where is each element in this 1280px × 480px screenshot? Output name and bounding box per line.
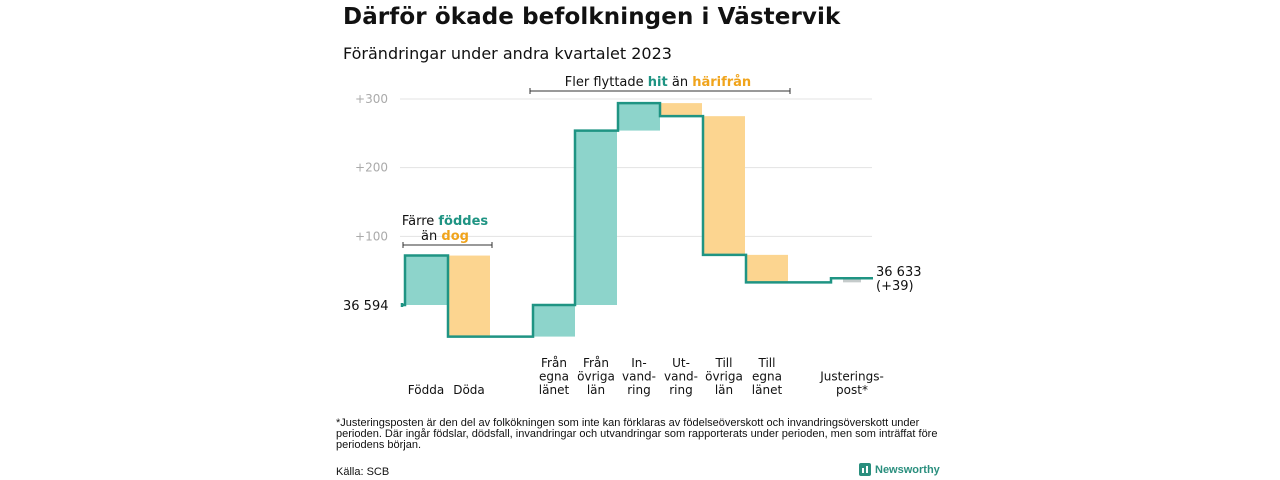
category-label: länet <box>752 383 783 397</box>
annotation-than-died: än dog <box>421 229 469 244</box>
category-label: län <box>715 383 733 397</box>
category-label: vand- <box>664 370 698 384</box>
y-tick-label: +200 <box>355 161 388 175</box>
annotation-fewer-born: Färre föddes <box>402 214 489 229</box>
category-label: län <box>587 383 605 397</box>
category-label: länet <box>539 383 570 397</box>
category-label: övriga <box>577 370 615 384</box>
end-change-label: (+39) <box>876 279 914 294</box>
chart-subtitle: Förändringar under andra kvartalet 2023 <box>343 44 672 63</box>
category-label: egna <box>539 370 569 384</box>
category-label: In- <box>631 356 646 370</box>
category-label: Till <box>715 356 733 370</box>
category-label: ring <box>669 383 693 397</box>
category-label: Från <box>541 356 567 370</box>
brand-name: Newsworthy <box>875 463 940 476</box>
waterfall-bar <box>618 103 660 131</box>
waterfall-bar <box>703 116 745 255</box>
waterfall-bar <box>448 255 490 337</box>
category-label: Från <box>583 356 609 370</box>
category-label: Döda <box>453 383 485 397</box>
chart-title: Därför ökade befolkningen i Västervik <box>343 4 841 30</box>
y-tick-label: +100 <box>355 229 388 243</box>
start-value-label: 36 594 <box>343 299 389 314</box>
category-label: ring <box>627 383 651 397</box>
waterfall-bar <box>660 103 702 117</box>
waterfall-bar <box>533 305 575 337</box>
annotation-more-moved: Fler flyttade hit än härifrån <box>565 75 751 90</box>
category-label: Ut- <box>672 356 690 370</box>
waterfall-chart: +300 +200 +100 36 594 36 633(+39) Födda Döda Fr… <box>343 75 922 397</box>
category-label: Justerings- <box>819 370 884 384</box>
waterfall-bar <box>746 254 788 283</box>
category-label: egna <box>752 370 782 384</box>
footnote: *Justeringsposten är den del av folkökni… <box>336 417 938 451</box>
y-tick-label: +300 <box>355 92 388 106</box>
newsworthy-logo: Newsworthy <box>859 463 940 476</box>
category-label: Födda <box>408 383 444 397</box>
running-total-line <box>402 101 873 338</box>
waterfall-bar <box>843 278 861 283</box>
category-label: post* <box>836 383 868 397</box>
waterfall-bar <box>575 130 617 305</box>
end-value-label: 36 633 <box>876 265 922 280</box>
source-label: Källa: SCB <box>336 466 390 478</box>
category-label: Till <box>758 356 776 370</box>
category-label: övriga <box>705 370 743 384</box>
waterfall-bar <box>405 255 447 305</box>
bar-chart-icon <box>859 463 871 476</box>
category-label: vand- <box>622 370 656 384</box>
